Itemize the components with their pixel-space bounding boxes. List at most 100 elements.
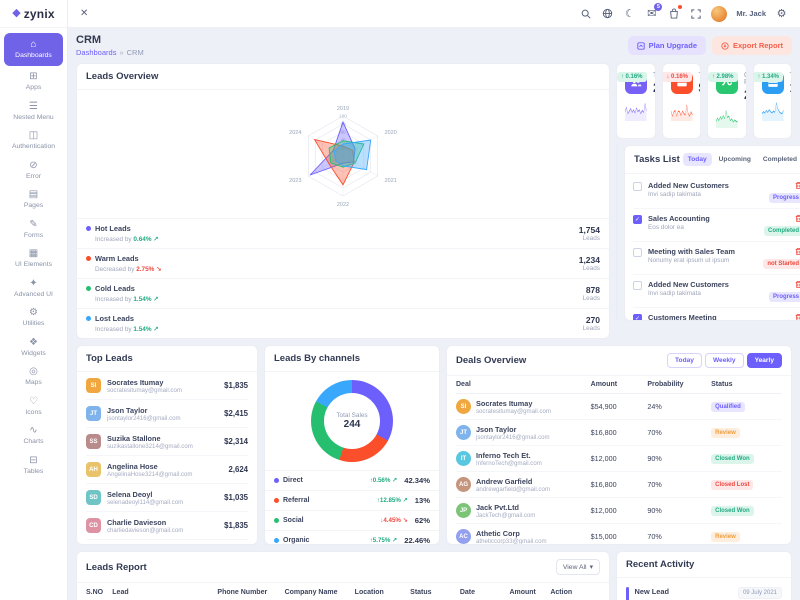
- trash-icon[interactable]: [794, 247, 800, 256]
- avatar: AG: [456, 477, 471, 492]
- donut-center-value: 244: [343, 419, 361, 430]
- brand-logo[interactable]: ◆ zynix: [0, 0, 67, 28]
- sidebar-item-icon: ⌂: [30, 39, 37, 50]
- sidebar-item-label: Tables: [23, 467, 44, 475]
- deal-row[interactable]: AC Athetic Corp atheticcorp33@gmail.com …: [456, 524, 782, 544]
- topbar: ✕ ☾ ✉ 5 Mr. Jack ⚙: [68, 0, 800, 28]
- tab-today[interactable]: Today: [682, 153, 712, 166]
- user-avatar[interactable]: [711, 5, 728, 22]
- tab-completed[interactable]: Completed: [762, 156, 797, 163]
- series-dot: [86, 256, 91, 261]
- activity-item: New Lead 09 July 2021 John Smith contact…: [626, 582, 782, 600]
- sidebar-item[interactable]: ▦ UI Elements: [4, 245, 63, 272]
- deal-probability: 70%: [647, 428, 662, 437]
- breadcrumb-dashboards[interactable]: Dashboards: [76, 48, 117, 57]
- sidebar-item[interactable]: ◎ Maps: [4, 363, 63, 390]
- sidebar-item[interactable]: ✎ Forms: [4, 216, 63, 243]
- leads-report-title: Leads Report: [86, 561, 147, 573]
- close-icon[interactable]: ✕: [80, 8, 89, 19]
- stat-card-total-customers[interactable]: ↑ 0.16% Total Customers 2,54,244: [616, 63, 656, 139]
- channel-dot: [274, 498, 279, 503]
- avatar: SI: [456, 399, 471, 414]
- task-title: Customers Meeting: [648, 313, 717, 320]
- top-lead-row[interactable]: AH Angelina Hose AngelinaHose3214@gmail.…: [86, 456, 248, 484]
- dark-mode-icon[interactable]: ☾: [624, 8, 635, 20]
- task-status-badge: Completed: [763, 226, 800, 236]
- sidebar-item[interactable]: ◫ Authentication: [4, 127, 63, 154]
- filter-yearly-button[interactable]: Yearly: [746, 353, 782, 368]
- sidebar-item[interactable]: ⚙ Utilities: [4, 304, 63, 331]
- sidebar-item[interactable]: ⌂ Dashboards: [4, 33, 63, 67]
- sidebar-item[interactable]: ✦ Advanced UI: [4, 275, 63, 302]
- sidebar-item[interactable]: ♡ Icons: [4, 393, 63, 420]
- export-report-button[interactable]: Export Report: [711, 36, 792, 55]
- channel-dot: [274, 478, 279, 483]
- svg-text:2022: 2022: [337, 202, 349, 208]
- sidebar-item[interactable]: ⊘ Error: [4, 157, 63, 184]
- task-title: Meeting with Sales Team: [648, 247, 735, 256]
- stat-card-conversion-ratio[interactable]: ↑ 2.98% Conversion Ratio 26.97%: [707, 63, 747, 139]
- task-checkbox[interactable]: [633, 215, 642, 224]
- shop-icon[interactable]: [667, 5, 683, 20]
- top-lead-row[interactable]: CD Charlie Davieson charliedavieson@gmai…: [86, 512, 248, 540]
- trash-icon[interactable]: [794, 280, 800, 289]
- deal-name: Jack Pvt.Ltd: [476, 502, 519, 512]
- sidebar-item[interactable]: ☰ Nested Menu: [4, 98, 63, 125]
- page-title: CRM: [76, 34, 102, 46]
- task-checkbox[interactable]: [633, 182, 642, 191]
- top-lead-row[interactable]: JT Json Taylor jsontaylor2416@gmail.com …: [86, 400, 248, 428]
- sidebar-item[interactable]: ⊟ Tables: [4, 452, 63, 479]
- settings-gear-icon[interactable]: ⚙: [776, 8, 787, 20]
- task-subtitle: Eos dolor ea: [648, 224, 684, 231]
- search-icon[interactable]: [579, 7, 592, 20]
- filter-today-button[interactable]: Today: [667, 353, 702, 368]
- sidebar-item-label: Widgets: [21, 349, 46, 357]
- sidebar-item[interactable]: ∿ Charts: [4, 422, 63, 449]
- deal-status-badge: Closed Won: [711, 454, 754, 464]
- task-checkbox[interactable]: [633, 281, 642, 290]
- trash-icon[interactable]: [794, 313, 800, 320]
- deal-email: socratesitumay@gmail.com: [476, 407, 551, 415]
- sidebar-item-icon: ✎: [29, 218, 38, 230]
- deal-row[interactable]: AG Andrew Garfield andrewgarfield@gmail.…: [456, 472, 782, 498]
- deal-row[interactable]: JP Jack Pvt.Ltd JackTech@gmail.com $12,0…: [456, 498, 782, 524]
- channel-change: ↑5.75%: [370, 537, 398, 544]
- top-lead-row[interactable]: LP Leo Phillip leophillips@gmail.com $3,…: [86, 540, 248, 544]
- fullscreen-icon[interactable]: [689, 7, 702, 20]
- top-lead-row[interactable]: SD Selena Deoyl selenadeoyl114@gmail.com…: [86, 484, 248, 512]
- stat-card-total-deals[interactable]: ↑ 1.34% Total Deals 12,644: [752, 63, 792, 139]
- channel-dot: [274, 518, 279, 523]
- deal-amount: $15,000: [590, 532, 617, 541]
- change-percent: 2.75%: [136, 266, 161, 273]
- tasks-list-card: Tasks List Today Upcoming Completed Adde…: [624, 145, 800, 321]
- sidebar-item[interactable]: ❖ Widgets: [4, 334, 63, 361]
- stat-card-total-revenue[interactable]: ↓ 0.16% Total Revenue $1.465M: [661, 63, 701, 139]
- top-lead-row[interactable]: SI Socrates Itumay socratesitumay@gmail.…: [86, 372, 248, 400]
- customers-sparkline: [624, 102, 647, 121]
- sidebar-item-label: Maps: [25, 379, 42, 387]
- top-lead-row[interactable]: SS Suzika Stallone suzikastallone3214@gm…: [86, 428, 248, 456]
- trash-icon[interactable]: [794, 214, 800, 223]
- deal-row[interactable]: SI Socrates Itumay socratesitumay@gmail.…: [456, 394, 782, 420]
- deal-status-badge: Closed Lost: [711, 480, 754, 490]
- sidebar-item[interactable]: ▤ Pages: [4, 186, 63, 213]
- mail-icon[interactable]: ✉ 5: [645, 3, 663, 20]
- sidebar-item-label: Authentication: [11, 143, 56, 151]
- deal-row[interactable]: IT Inferno Tech Et. InfernoTech@gmail.co…: [456, 446, 782, 472]
- deal-email: atheticcorp33@gmail.com: [476, 537, 547, 545]
- deal-probability: 24%: [647, 402, 662, 411]
- channel-dot: [274, 538, 279, 543]
- task-checkbox[interactable]: [633, 248, 642, 257]
- deal-row[interactable]: JT Json Taylor jsontaylor2416@gmail.com …: [456, 420, 782, 446]
- trash-icon[interactable]: [794, 181, 800, 190]
- plan-upgrade-button[interactable]: Plan Upgrade: [627, 36, 706, 55]
- view-all-button[interactable]: View All ▾: [555, 559, 600, 575]
- tab-upcoming[interactable]: Upcoming: [718, 156, 751, 163]
- leads-count: 270: [585, 315, 600, 325]
- sidebar-item[interactable]: ⊞ Apps: [4, 68, 63, 95]
- task-checkbox[interactable]: [633, 314, 642, 320]
- sidebar-item-label: Dashboards: [15, 52, 52, 59]
- language-icon[interactable]: [601, 7, 614, 20]
- sidebar-item-label: Utilities: [22, 320, 45, 328]
- filter-weekly-button[interactable]: Weekly: [704, 353, 744, 368]
